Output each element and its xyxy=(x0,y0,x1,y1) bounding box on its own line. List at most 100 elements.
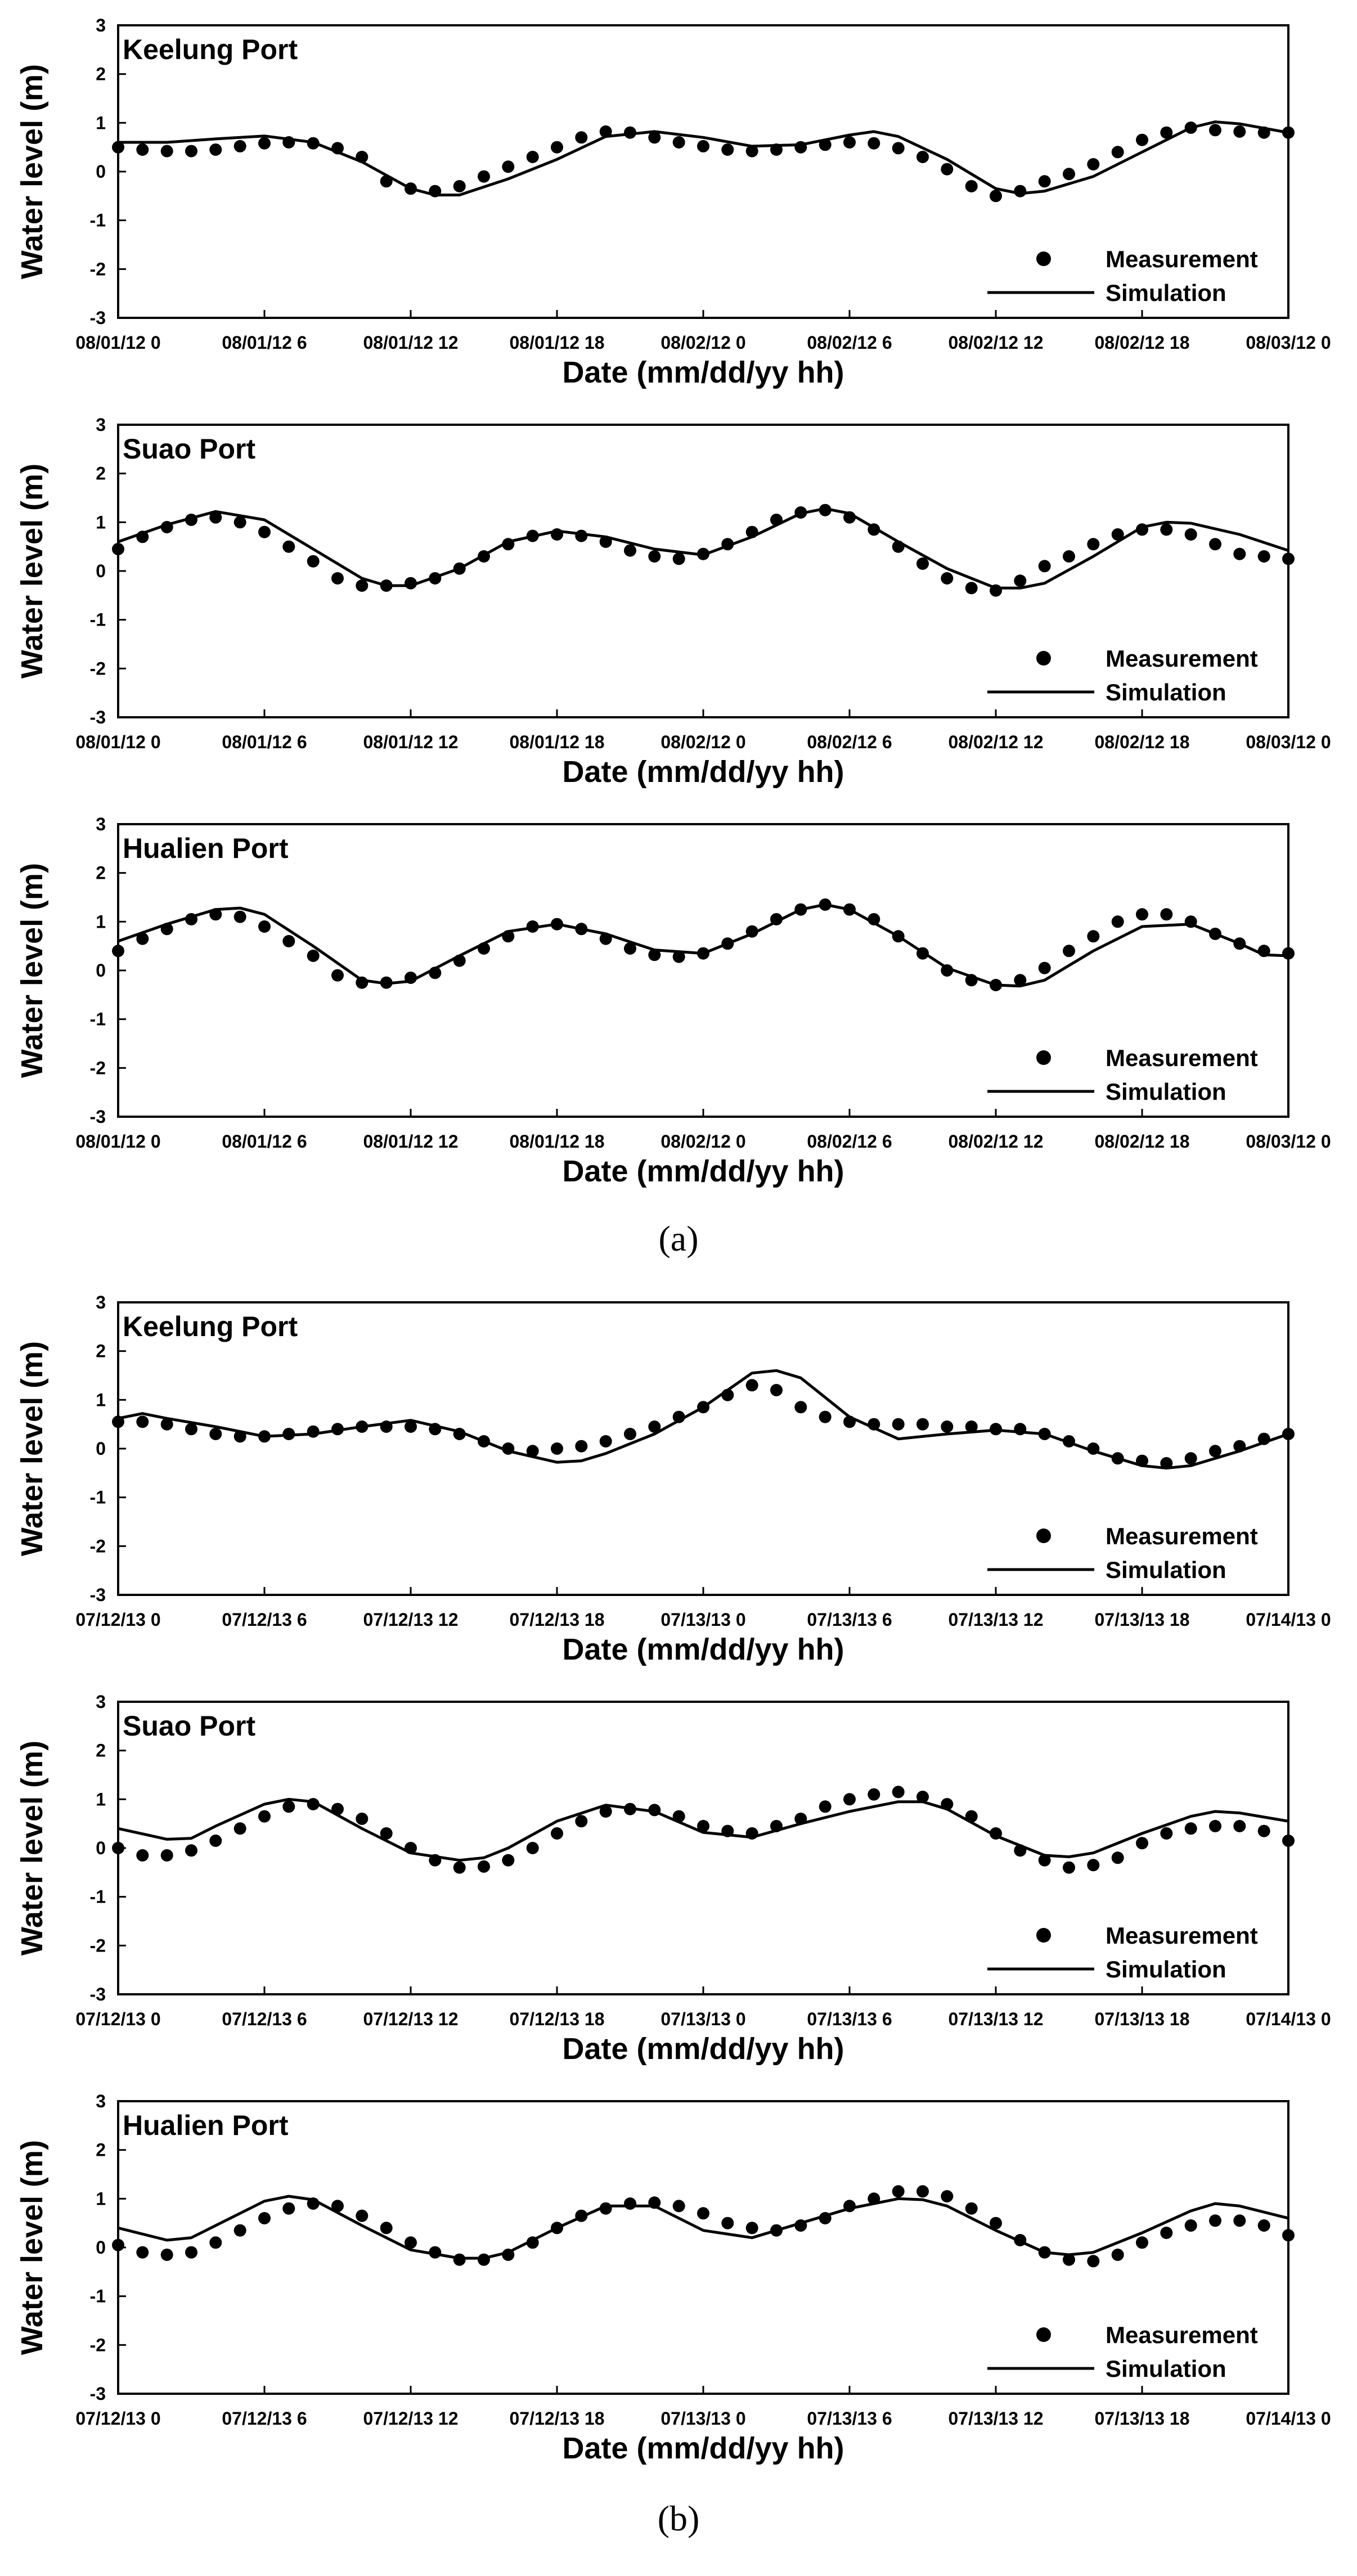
x-tick-label: 08/02/12 12 xyxy=(948,732,1043,752)
y-tick-label: 2 xyxy=(96,464,106,484)
measurement-point xyxy=(1209,1445,1221,1458)
y-tick-label: 1 xyxy=(96,1390,106,1410)
y-tick-label: 1 xyxy=(96,911,106,932)
x-tick-label: 08/02/12 0 xyxy=(660,332,745,353)
measurement-point xyxy=(1184,2219,1197,2232)
measurement-point xyxy=(356,1813,369,1825)
y-axis-title: Water level (m) xyxy=(15,863,49,1078)
measurement-point xyxy=(1038,961,1051,974)
measurement-point xyxy=(648,948,661,961)
measurement-point xyxy=(1014,185,1027,197)
chart-a-keelung: -3 -2 -1 0 1 2 3 08/01/12 0 08/01/12 6 08/01/12 1… xyxy=(15,15,1331,389)
measurement-point xyxy=(745,2222,758,2235)
legend-marker xyxy=(1036,1528,1051,1543)
x-tick-label: 07/13/13 6 xyxy=(807,2009,892,2029)
measurement-point xyxy=(819,1800,832,1813)
panel-label-b: (b) xyxy=(657,2498,700,2538)
measurement-point xyxy=(1184,1822,1197,1835)
measurement-point xyxy=(916,151,929,163)
x-axis-title: Date (mm/dd/yy hh) xyxy=(562,2032,844,2066)
measurement-point xyxy=(136,932,149,945)
measurement-point xyxy=(1063,550,1075,563)
measurement-point xyxy=(965,180,978,192)
legend-label-simulation: Simulation xyxy=(1106,1557,1226,1583)
x-tick-label: 07/12/13 12 xyxy=(363,2009,458,2029)
measurement-point xyxy=(1160,126,1173,139)
measurement-point xyxy=(478,170,490,183)
measurement-point xyxy=(1257,550,1270,563)
measurement-point xyxy=(282,540,295,553)
measurement-point xyxy=(672,2200,685,2213)
y-tick-label: -1 xyxy=(90,1887,106,1907)
simulation-line xyxy=(118,1797,1289,1862)
plot-frame xyxy=(117,24,1289,319)
simulation-line xyxy=(118,2195,1289,2260)
y-axis-title: Water level (m) xyxy=(15,1741,49,1955)
measurement-point xyxy=(892,142,905,155)
y-tick-label: 1 xyxy=(96,2188,106,2209)
measurement-point xyxy=(916,1418,929,1431)
chart-b-hualien: -3 -2 -1 0 1 2 3 07/12/13 0 07/12/13 6 07/12/13 1… xyxy=(15,2091,1331,2465)
legend-label-simulation: Simulation xyxy=(1106,2355,1226,2382)
x-tick-label: 08/02/12 18 xyxy=(1094,732,1189,752)
legend-marker xyxy=(1036,651,1051,666)
measurement-point xyxy=(697,2207,709,2220)
measurement-point xyxy=(160,145,173,158)
measurement-point xyxy=(1209,538,1221,551)
x-tick-label: 07/13/13 0 xyxy=(660,2408,745,2429)
y-tick-label: -3 xyxy=(90,2384,106,2404)
x-tick-label: 08/03/12 0 xyxy=(1246,1131,1331,1152)
measurement-point xyxy=(575,131,588,144)
measurement-point xyxy=(1160,908,1173,921)
measurement-point xyxy=(1063,168,1075,181)
legend-marker xyxy=(1036,1050,1051,1065)
x-tick-label: 08/02/12 18 xyxy=(1094,1131,1189,1152)
measurement-point xyxy=(282,1800,295,1813)
y-tick-label: 0 xyxy=(96,1838,106,1858)
legend-label-measurement: Measurement xyxy=(1106,645,1258,672)
measurement-point xyxy=(965,582,978,595)
measurement-point xyxy=(331,2200,344,2213)
x-tick-label: 07/12/13 6 xyxy=(222,2408,307,2429)
measurement-point xyxy=(233,1822,246,1835)
measurement-point xyxy=(356,2209,369,2222)
measurement-point xyxy=(892,1418,905,1431)
measurement-point xyxy=(624,1428,636,1440)
x-tick-label: 08/01/12 6 xyxy=(222,332,307,353)
x-tick-label: 07/13/13 18 xyxy=(1094,2009,1189,2029)
plot-frame xyxy=(117,1301,1289,1596)
measurement-point xyxy=(892,2185,905,2198)
y-tick-label: -1 xyxy=(90,610,106,630)
measurement-point xyxy=(745,1379,758,1392)
x-tick-label: 08/03/12 0 xyxy=(1246,732,1331,752)
measurement-point xyxy=(892,1786,905,1799)
y-tick-label: 0 xyxy=(96,960,106,981)
measurement-point xyxy=(526,1445,539,1458)
measurement-point xyxy=(453,2253,466,2266)
measurement-point xyxy=(868,137,880,150)
measurement-point xyxy=(843,1793,856,1806)
measurement-point xyxy=(1160,523,1173,536)
measurement-point xyxy=(1233,1820,1246,1832)
measurement-point xyxy=(672,552,685,565)
x-tick-label: 07/14/13 0 xyxy=(1246,2408,1331,2429)
measurement-point xyxy=(307,950,320,962)
plot-frame xyxy=(117,2100,1289,2395)
y-tick-label: 3 xyxy=(96,814,106,834)
measurement-point xyxy=(136,143,149,156)
measurement-point xyxy=(1136,1837,1148,1850)
measurement-point xyxy=(1038,560,1051,573)
measurement-point xyxy=(1087,538,1100,551)
measurement-point xyxy=(916,1791,929,1803)
measurement-point xyxy=(1111,528,1124,541)
x-tick-label: 08/02/12 18 xyxy=(1094,332,1189,353)
simulation-line xyxy=(118,903,1289,988)
y-tick-label: 0 xyxy=(96,1438,106,1459)
chart-b-keelung: -3 -2 -1 0 1 2 3 07/12/13 0 07/12/13 6 07/12/13 1… xyxy=(15,1292,1331,1666)
measurement-point xyxy=(478,2253,490,2266)
measurement-point xyxy=(575,1440,588,1453)
measurement-point xyxy=(965,1420,978,1433)
y-tick-label: 3 xyxy=(96,1292,106,1312)
measurement-point xyxy=(380,1827,393,1840)
measurement-point xyxy=(1111,146,1124,159)
